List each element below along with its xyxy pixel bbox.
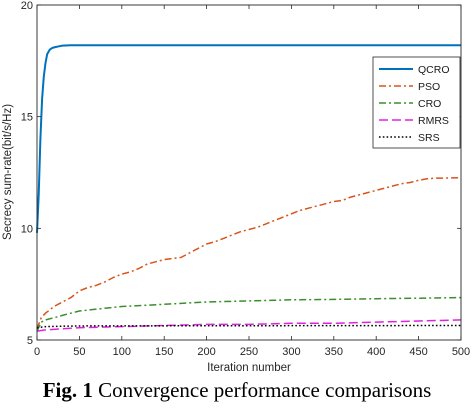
x-tick-label: 300: [282, 346, 300, 358]
x-tick-label: 400: [367, 346, 385, 358]
y-tick-label: 15: [21, 112, 33, 124]
y-tick-label: 10: [21, 223, 33, 235]
legend-label-rmrs: RMRS: [418, 115, 449, 127]
x-tick-label: 50: [73, 346, 85, 358]
figure-label: Fig. 1: [42, 378, 93, 402]
series-line-srs: [36, 324, 462, 329]
x-tick-label: 200: [197, 346, 215, 358]
series-line-qcro: [36, 44, 461, 233]
x-tick-label: 350: [325, 346, 343, 358]
legend: QCRO PSO CRO RMRS SRS: [372, 56, 461, 149]
legend-box: [372, 56, 461, 149]
convergence-chart: 0 50 100 150 200 250 300 350 400 450 500 5 10 15 20 It…: [2, 0, 470, 374]
legend-label-srs: SRS: [418, 132, 440, 144]
plot-area: [37, 5, 461, 340]
x-tick-label: 250: [240, 346, 258, 358]
legend-label-qcro: QCRO: [418, 64, 450, 76]
y-axis-label: Secrecy sum-rate(bit/s/Hz): [2, 104, 14, 240]
x-tick-label: 450: [409, 346, 427, 358]
legend-label-cro: CRO: [418, 98, 441, 110]
figure-caption-text: Convergence performance comparisons: [92, 378, 432, 402]
series-line-rmrs: [36, 319, 462, 332]
x-tick-label: 100: [113, 346, 131, 358]
x-axis-label: Iteration number: [207, 362, 291, 374]
series-line-cro: [36, 296, 462, 332]
y-tick-label: 5: [27, 335, 33, 347]
x-tick-label: 0: [34, 346, 40, 358]
x-tick-label: 500: [452, 346, 470, 358]
series-line-pso: [36, 176, 462, 330]
figure-caption: Fig. 1 Convergence performance compariso…: [0, 378, 474, 403]
series-layer: [36, 44, 462, 332]
x-tick-label: 150: [155, 346, 173, 358]
legend-label-pso: PSO: [418, 81, 440, 93]
y-tick-label: 20: [21, 0, 33, 12]
tick-layer: 0 50 100 150 200 250 300 350 400 450 500 5 10 15 20: [21, 0, 470, 358]
